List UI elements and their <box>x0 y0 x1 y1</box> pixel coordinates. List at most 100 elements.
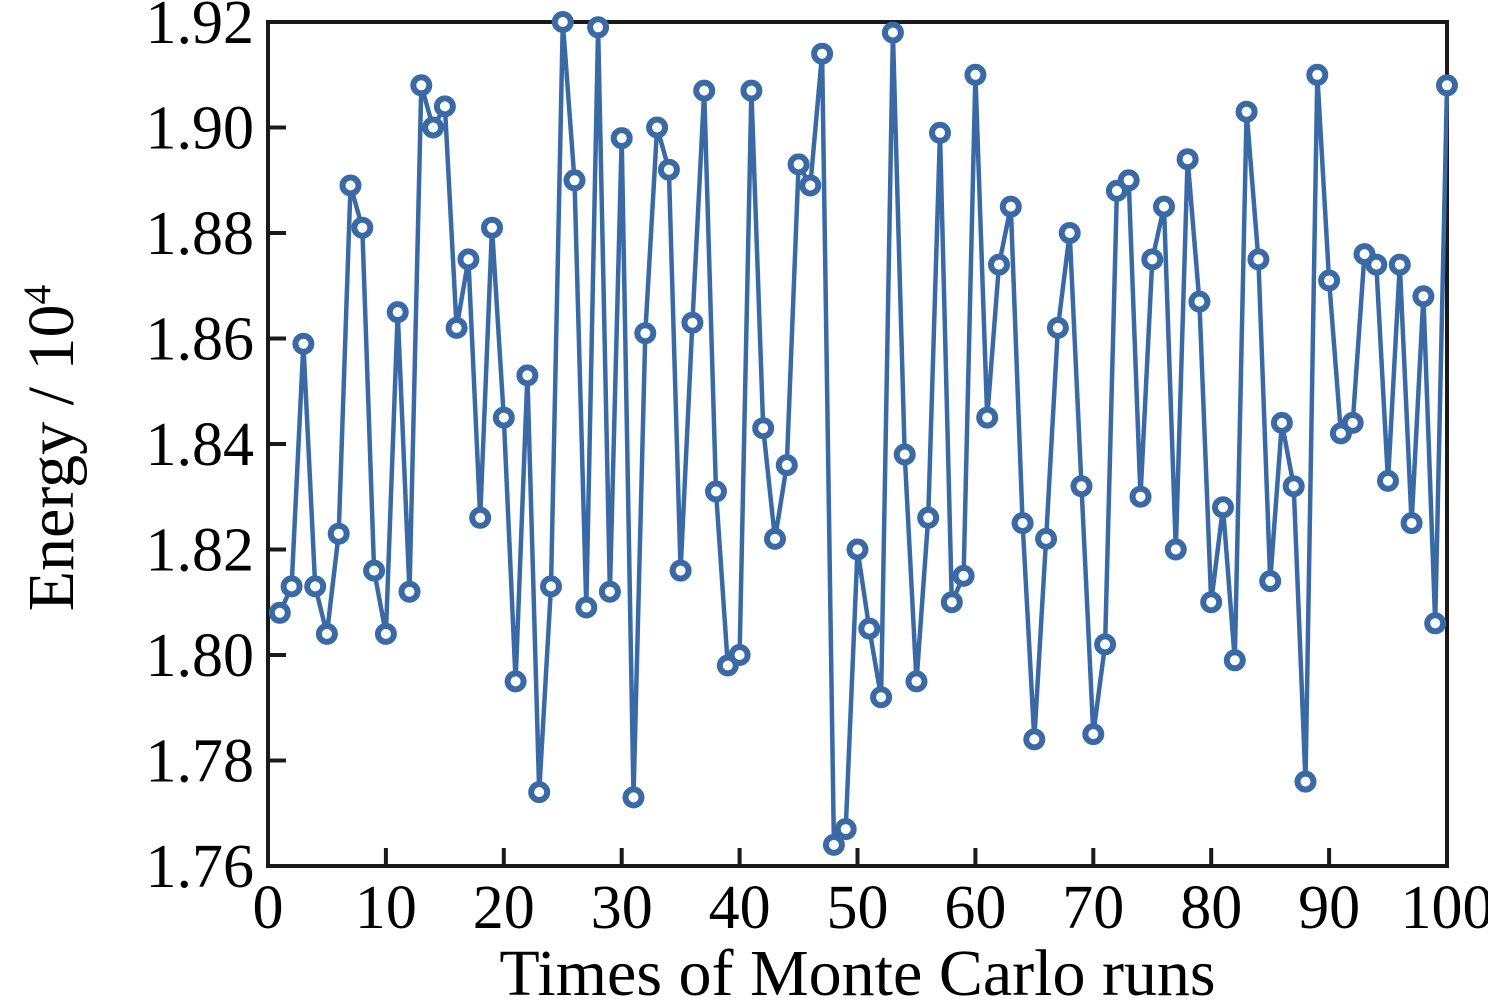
data-point-marker <box>1223 649 1246 672</box>
data-point-marker <box>1306 63 1329 86</box>
data-point-marker <box>1424 612 1447 635</box>
y-axis-label-exponent: 4 <box>15 284 59 305</box>
data-point-marker <box>1129 485 1152 508</box>
data-point-marker <box>339 174 362 197</box>
data-point-marker <box>799 174 822 197</box>
x-tick-label: 60 <box>944 874 1006 942</box>
x-tick-label: 80 <box>1180 874 1242 942</box>
data-point-marker <box>398 580 421 603</box>
data-point-marker <box>1341 411 1364 434</box>
data-point-marker <box>1282 475 1305 498</box>
data-point-marker <box>1365 253 1388 276</box>
data-point-marker <box>764 527 786 550</box>
data-point-marker <box>1023 728 1046 751</box>
data-point-marker <box>893 443 916 466</box>
x-tick-label: 100 <box>1401 874 1488 942</box>
data-point-marker <box>917 506 940 529</box>
data-point-marker <box>705 480 727 503</box>
y-axis-label-text: Energy / 10 <box>15 304 88 612</box>
x-tick-label: 40 <box>709 874 771 942</box>
data-point-marker <box>351 216 374 239</box>
data-point-marker <box>386 301 409 324</box>
data-point-marker <box>634 322 657 345</box>
data-point-marker <box>1153 195 1175 218</box>
x-tick-label: 20 <box>473 874 535 942</box>
data-point-marker <box>1141 248 1164 271</box>
data-point-marker <box>822 833 845 856</box>
data-point-marker <box>858 617 881 640</box>
data-point-marker <box>1188 290 1211 313</box>
data-point-marker <box>775 454 798 477</box>
y-tick-label: 1.88 <box>146 200 255 268</box>
data-point-marker <box>492 406 515 429</box>
data-point-marker <box>811 42 834 65</box>
data-point-marker <box>988 253 1010 276</box>
data-point-marker <box>268 601 291 624</box>
data-point-marker <box>693 79 716 102</box>
data-point-marker <box>528 781 551 804</box>
y-axis-label: Energy / 104 <box>9 148 95 748</box>
data-point-marker <box>1094 633 1117 656</box>
data-point-marker <box>610 127 633 150</box>
data-point-marker <box>1259 570 1282 593</box>
data-point-marker <box>1318 269 1341 292</box>
data-point-marker <box>1212 496 1234 519</box>
y-tick-label: 1.82 <box>146 517 255 585</box>
data-point-marker <box>327 522 350 545</box>
data-point-marker <box>787 153 810 176</box>
data-point-marker <box>516 364 539 387</box>
data-point-marker <box>280 575 303 598</box>
data-point-marker <box>834 818 857 841</box>
y-tick-label: 1.80 <box>146 622 255 690</box>
data-point-marker <box>1058 222 1081 244</box>
data-point-marker <box>1164 538 1187 561</box>
data-point-marker <box>964 63 987 86</box>
data-point-marker <box>1270 411 1293 434</box>
data-point-marker <box>976 406 999 429</box>
y-tick-label: 1.86 <box>146 306 255 374</box>
data-point-marker <box>940 591 963 614</box>
data-point-marker <box>1200 591 1223 614</box>
data-point-marker <box>1082 723 1105 746</box>
data-point-marker <box>1117 169 1140 192</box>
y-tick-label: 1.90 <box>146 95 255 163</box>
data-point-marker <box>1400 512 1423 535</box>
x-axis-label: Times of Monte Carlo runs <box>499 937 1216 1005</box>
data-point-marker <box>669 559 692 582</box>
data-point-marker <box>563 169 586 192</box>
data-point-marker <box>551 11 574 33</box>
data-point-marker <box>457 248 480 271</box>
y-tick-label: 1.84 <box>146 411 255 479</box>
x-tick-label: 0 <box>253 874 284 942</box>
y-tick-label: 1.78 <box>146 728 255 796</box>
data-point-marker <box>315 622 338 645</box>
data-point-marker <box>999 195 1022 218</box>
data-point-marker <box>1035 527 1058 550</box>
data-point-marker <box>740 79 763 102</box>
data-point-marker <box>587 16 610 39</box>
axis-box <box>266 20 1449 868</box>
data-point-marker <box>846 538 869 561</box>
data-point-marker <box>1412 285 1435 308</box>
data-point-marker <box>469 506 492 529</box>
data-series-line <box>277 19 1450 848</box>
data-point-marker <box>540 575 562 598</box>
data-point-marker <box>1046 316 1069 339</box>
data-point-marker <box>1436 74 1458 97</box>
data-point-marker <box>363 559 386 582</box>
data-point-marker <box>622 786 645 809</box>
data-point-marker <box>646 116 669 139</box>
data-point-marker <box>292 332 315 355</box>
data-point-marker <box>304 575 327 598</box>
data-point-marker <box>598 580 621 603</box>
data-point-marker <box>481 216 503 239</box>
y-tick-label: 1.76 <box>146 833 255 901</box>
data-point-marker <box>905 670 928 693</box>
data-point-marker <box>1247 248 1270 271</box>
data-point-marker <box>445 316 468 339</box>
data-point-marker <box>422 116 445 139</box>
data-point-marker <box>1388 253 1411 276</box>
data-point-marker <box>1377 469 1399 492</box>
